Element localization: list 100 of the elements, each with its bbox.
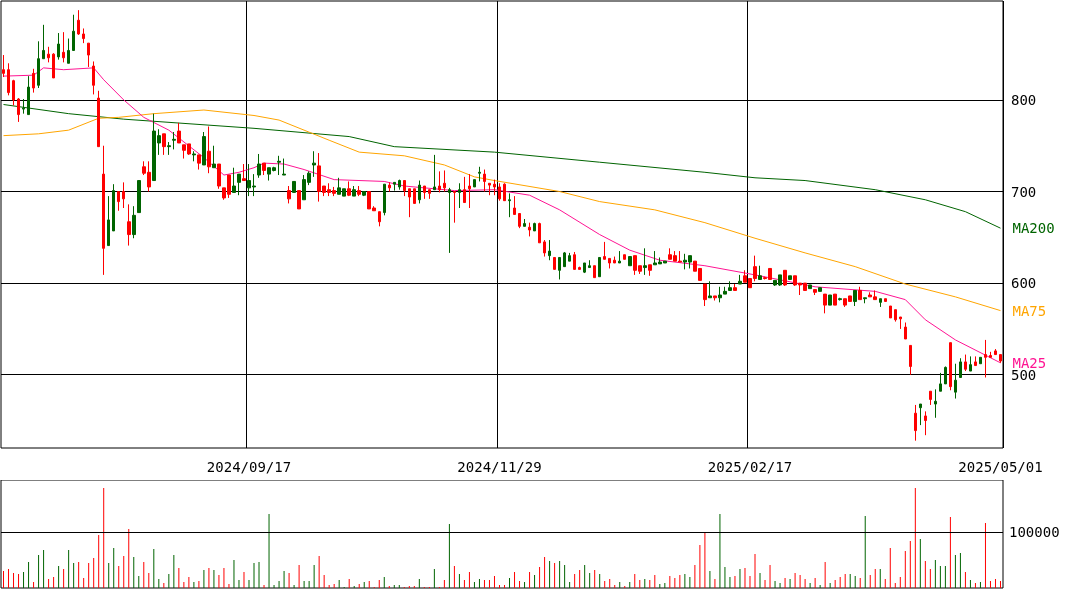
candlestick <box>818 287 822 292</box>
candlestick <box>934 388 937 419</box>
candlestick <box>347 180 351 197</box>
y-tick-label: 700 <box>1011 183 1037 200</box>
candlestick <box>52 52 55 79</box>
candlestick <box>543 239 546 258</box>
candlestick <box>453 191 456 224</box>
candlestick <box>137 180 141 214</box>
candlestick <box>117 191 120 212</box>
x-tick-label: 2025/02/17 <box>707 459 793 475</box>
candlestick <box>979 356 982 365</box>
candlestick <box>583 262 586 274</box>
candlestick <box>548 239 551 261</box>
candlestick <box>112 183 115 232</box>
series-label: MA75 <box>1012 302 1047 319</box>
candlestick <box>533 222 536 232</box>
candlestick <box>528 222 531 237</box>
candlestick <box>82 27 85 44</box>
candlestick <box>598 256 601 278</box>
candlestick <box>167 141 171 156</box>
candlestick <box>733 283 737 291</box>
candlestick <box>97 90 100 148</box>
candlestick <box>909 344 912 376</box>
candlestick <box>999 354 1002 364</box>
candlestick <box>518 213 521 229</box>
candlestick <box>713 295 717 302</box>
candlestick <box>488 182 491 196</box>
candlestick <box>608 257 611 269</box>
candlestick <box>162 133 166 156</box>
candlestick <box>959 357 962 378</box>
candlestick <box>37 40 40 89</box>
candlestick <box>202 131 206 166</box>
candlestick <box>513 195 516 215</box>
candlestick <box>954 363 957 400</box>
candlestick <box>408 188 411 218</box>
candlestick <box>192 150 196 162</box>
candlestick <box>738 274 742 285</box>
x-tick-label: 2024/09/17 <box>206 459 292 475</box>
candlestick <box>538 222 541 244</box>
candlestick <box>7 62 10 96</box>
candlestick <box>398 179 401 191</box>
candlestick <box>237 173 241 196</box>
candlestick <box>563 251 566 268</box>
candlestick <box>964 354 967 372</box>
candlestick <box>47 46 50 63</box>
candlestick <box>853 289 857 307</box>
candlestick <box>974 355 977 367</box>
candlestick <box>919 403 922 426</box>
candlestick <box>904 322 907 340</box>
candlestick <box>813 289 817 296</box>
candlestick <box>423 185 426 200</box>
candlestick <box>833 293 837 306</box>
candlestick <box>357 185 361 197</box>
candlestick <box>297 190 301 210</box>
candlestick <box>12 79 15 106</box>
candlestick <box>418 180 421 204</box>
candlestick <box>914 404 917 442</box>
candlestick <box>884 298 887 302</box>
candlestick <box>207 125 211 174</box>
candlestick <box>858 286 862 301</box>
candlestick <box>899 316 902 330</box>
candlestick <box>388 181 391 193</box>
candlestick <box>828 294 832 306</box>
candlestick <box>508 192 511 218</box>
x-tick-label: 2025/05/01 <box>958 459 1043 475</box>
candlestick <box>448 187 451 254</box>
candlestick <box>823 293 827 314</box>
candlestick <box>788 275 792 280</box>
line-series <box>3 109 1001 312</box>
candlestick <box>443 169 446 193</box>
candlestick <box>107 195 110 247</box>
candlestick <box>889 305 892 319</box>
candlestick <box>362 191 366 197</box>
candlestick <box>553 256 556 270</box>
candlestick <box>257 153 261 179</box>
candlestick <box>393 181 396 192</box>
candlestick <box>573 251 576 270</box>
candlestick <box>287 185 291 204</box>
candlestick <box>949 342 952 391</box>
candlestick <box>72 14 75 51</box>
y-tick-label: 800 <box>1011 91 1037 108</box>
candlestick <box>468 173 471 209</box>
candlestick <box>989 351 992 358</box>
candlestick <box>122 181 125 209</box>
y-tick-label: 600 <box>1011 275 1037 292</box>
candlestick <box>603 241 606 260</box>
candlestick <box>277 155 281 176</box>
candlestick <box>628 256 632 267</box>
candlestick <box>87 42 90 68</box>
candlestick <box>708 280 712 299</box>
candlestick <box>613 256 616 264</box>
candlestick <box>92 60 95 95</box>
x-tick-label: 2024/11/29 <box>457 459 542 475</box>
candlestick <box>2 54 5 78</box>
candlestick <box>783 269 787 287</box>
candlestick <box>703 283 707 307</box>
candlestick <box>618 250 621 264</box>
candlestick <box>588 259 591 269</box>
candlestick <box>758 265 762 280</box>
candlestick <box>939 372 942 392</box>
